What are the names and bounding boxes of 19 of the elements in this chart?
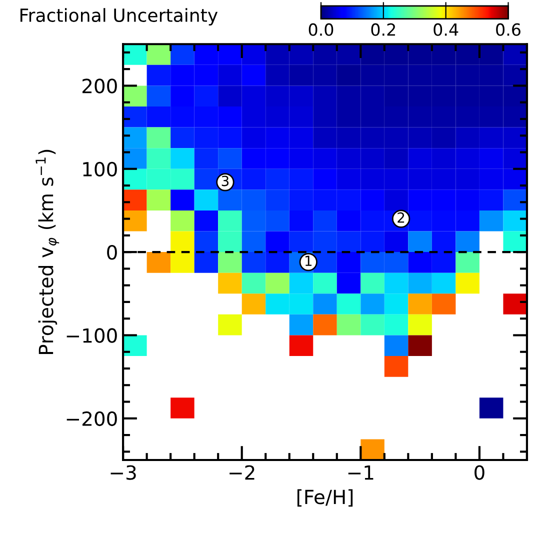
color-bar-label: 0.6 xyxy=(496,23,520,36)
y-axis-title: Projected v$_{φ}$ (km s$^{−1}$) xyxy=(36,150,60,354)
x-tick-label: 0 xyxy=(474,465,484,480)
y-tick-label: 200 xyxy=(82,78,117,94)
y-tick-label: 0 xyxy=(107,245,117,260)
color-bar-label: 0.4 xyxy=(434,23,458,36)
annotation: 1 xyxy=(305,256,312,266)
x-tick-label: −1 xyxy=(348,465,374,480)
y-tick-label: −100 xyxy=(66,328,117,343)
y-tick-label: −200 xyxy=(66,411,117,426)
x-tick-label: −3 xyxy=(110,465,136,480)
color-bar-label: 0.0 xyxy=(308,23,334,36)
y-tick-label: 100 xyxy=(83,162,117,177)
x-tick-label: −2 xyxy=(230,465,254,480)
color-bar-title: Fractional Uncertainty xyxy=(20,8,218,26)
color-bar-label: 0.2 xyxy=(371,23,395,36)
annotation: 3 xyxy=(222,176,229,186)
x-axis-title: [Fe/H] xyxy=(297,489,353,507)
annotation: 2 xyxy=(398,212,404,223)
